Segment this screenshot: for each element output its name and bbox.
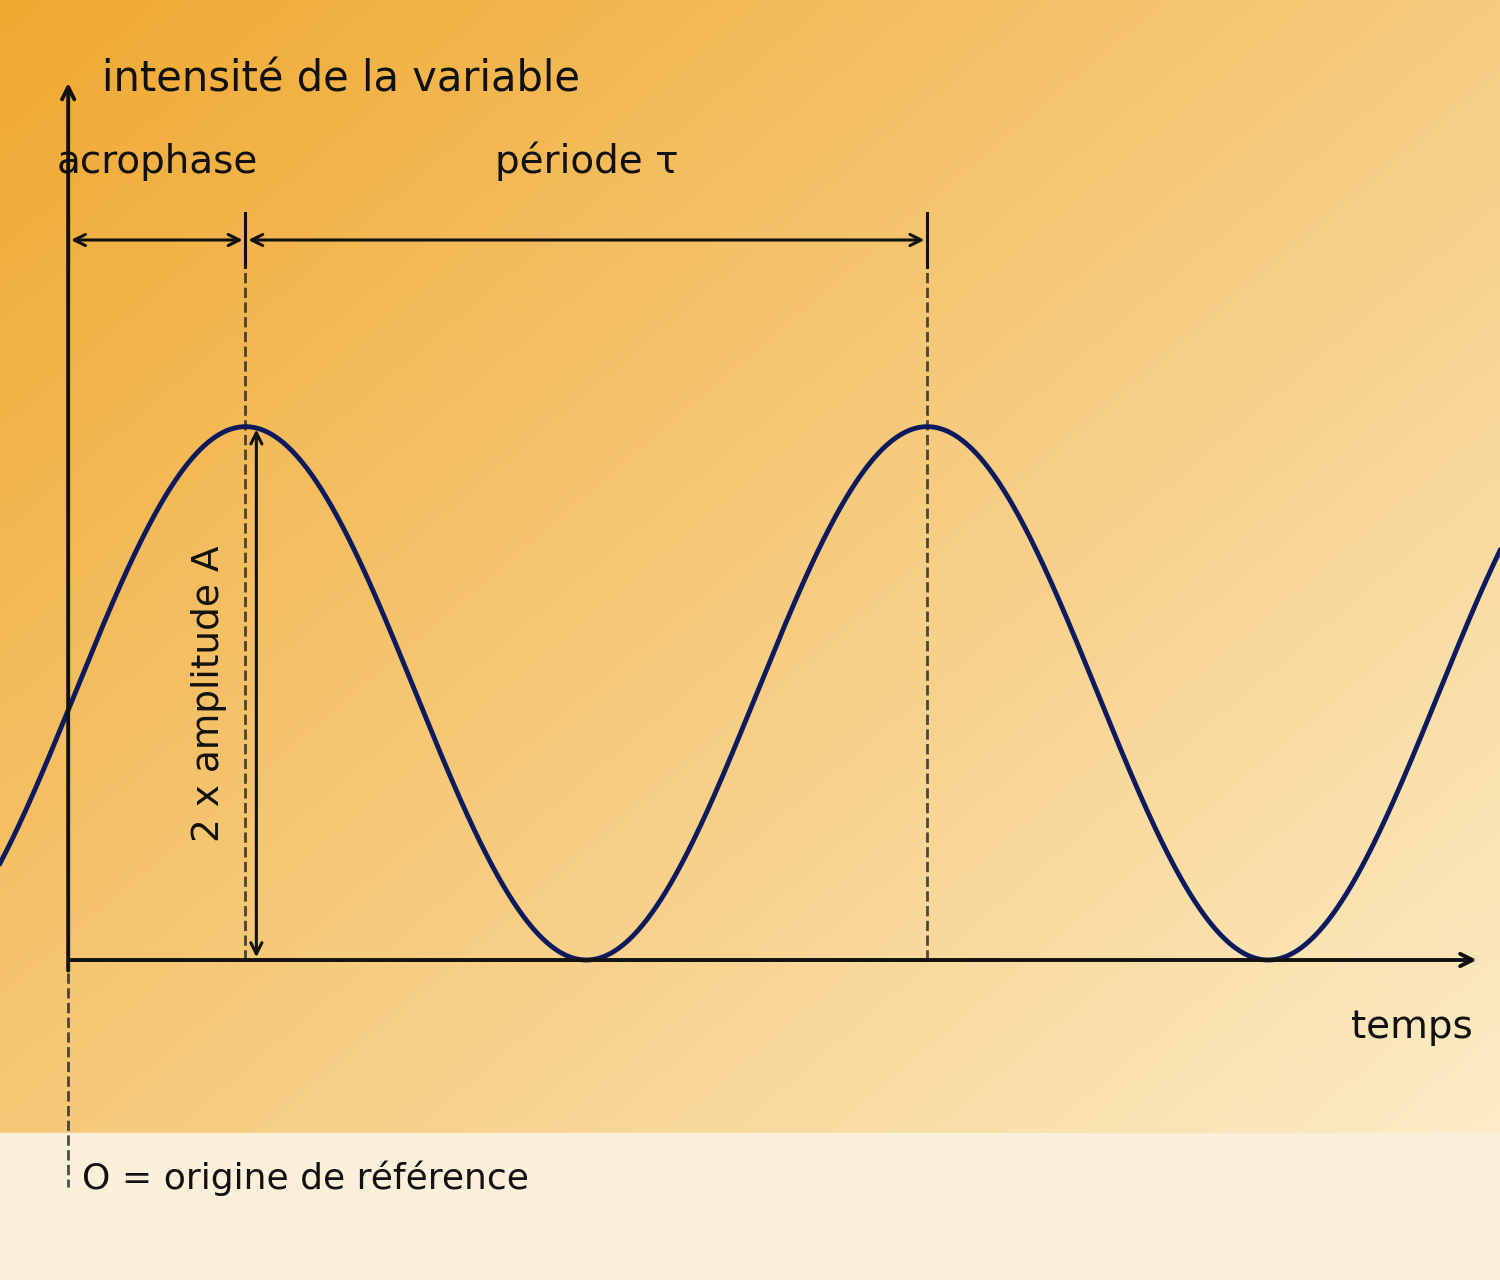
Text: O = origine de référence: O = origine de référence [82, 1160, 528, 1196]
Text: intensité de la variable: intensité de la variable [102, 59, 580, 101]
Text: temps: temps [1352, 1009, 1473, 1046]
Text: 2 x amplitude A: 2 x amplitude A [190, 545, 226, 841]
Text: acrophase: acrophase [56, 143, 258, 182]
Text: période τ: période τ [495, 142, 678, 182]
